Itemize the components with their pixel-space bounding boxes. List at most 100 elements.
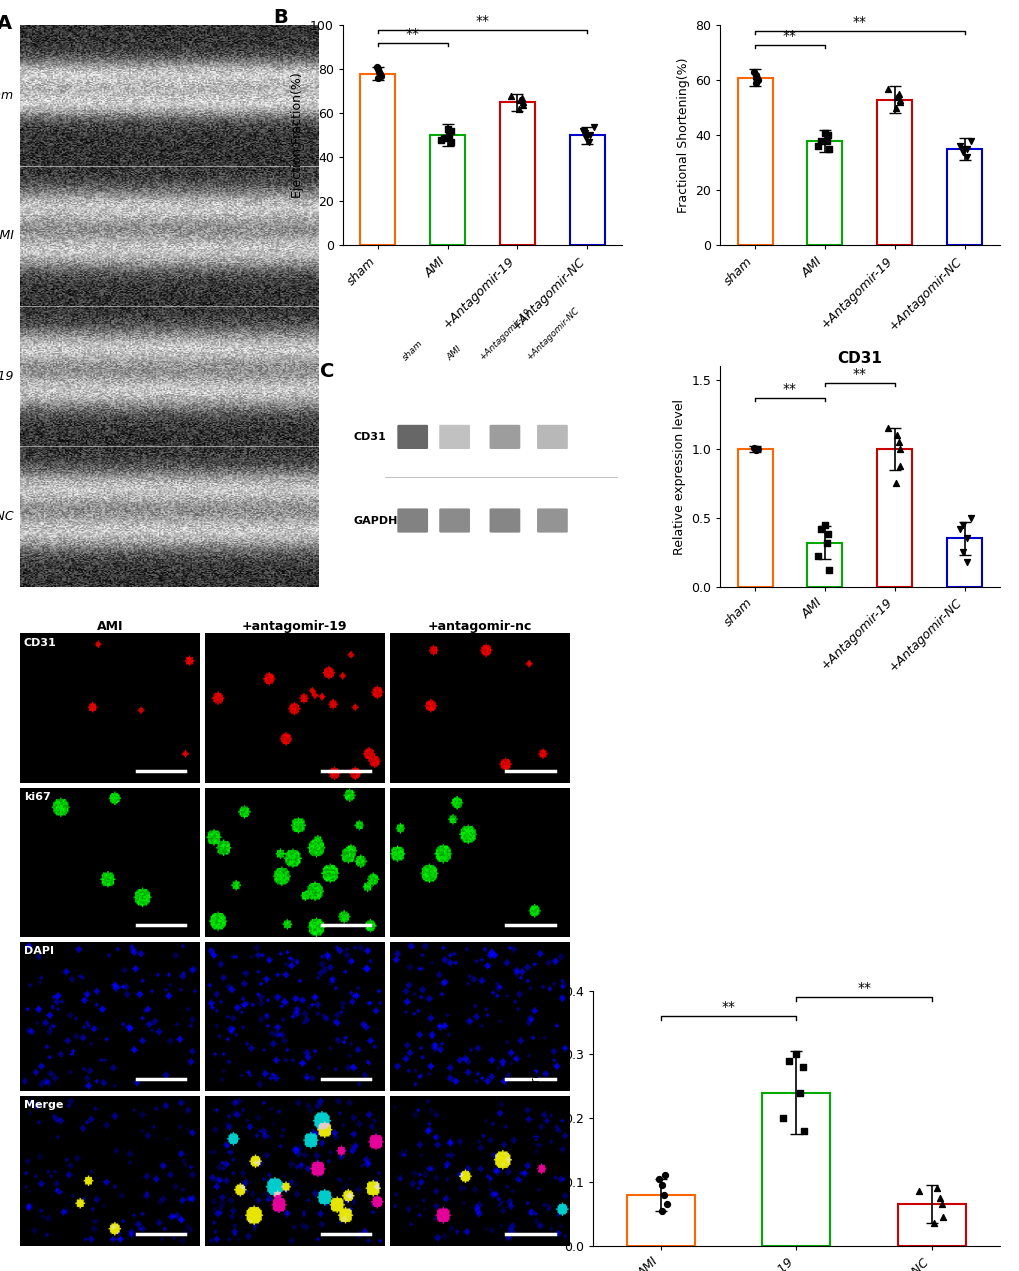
- Point: [658, 1193, 675, 1214]
- Point: [954, 139, 970, 159]
- Text: Merge: Merge: [24, 1101, 63, 1111]
- Point: [443, 132, 460, 153]
- Point: [910, 1181, 926, 1201]
- Text: B: B: [273, 8, 287, 27]
- Bar: [876, 449, 911, 586]
- Point: [892, 455, 908, 475]
- Point: [819, 559, 836, 580]
- Point: [879, 418, 896, 438]
- Point: [958, 139, 974, 159]
- Bar: [897, 1204, 965, 1246]
- Point: [442, 121, 459, 141]
- Point: [512, 90, 528, 111]
- Text: A: A: [0, 14, 11, 33]
- Point: [749, 438, 765, 459]
- Point: [774, 1108, 791, 1129]
- Bar: [360, 74, 394, 245]
- FancyBboxPatch shape: [439, 425, 470, 449]
- Point: [812, 519, 828, 539]
- Bar: [499, 103, 534, 245]
- Point: [581, 132, 597, 153]
- Point: [748, 438, 764, 459]
- Bar: [762, 1093, 829, 1246]
- Point: [749, 70, 765, 90]
- Point: [748, 67, 764, 88]
- Point: [962, 131, 978, 151]
- Point: [747, 438, 763, 459]
- Bar: [430, 136, 465, 245]
- Point: [809, 136, 825, 156]
- Point: [656, 1166, 673, 1186]
- Point: [928, 1178, 945, 1199]
- Text: CD31: CD31: [354, 432, 386, 442]
- Point: [747, 72, 763, 93]
- Point: [818, 533, 835, 553]
- Point: [892, 93, 908, 113]
- Y-axis label: ki67 positive area
(%): ki67 positive area (%): [530, 1063, 558, 1174]
- Point: [574, 121, 590, 141]
- Bar: [947, 539, 981, 586]
- Bar: [627, 1195, 694, 1246]
- Text: C: C: [320, 362, 334, 381]
- Point: [887, 98, 903, 118]
- Text: +Antagomir-NC: +Antagomir-NC: [524, 306, 580, 362]
- Y-axis label: Ejection Fraction(%): Ejection Fraction(%): [291, 72, 304, 198]
- Point: [795, 1121, 811, 1141]
- Point: [432, 130, 448, 150]
- Title: CD31: CD31: [837, 352, 881, 366]
- Text: **: **: [783, 29, 796, 43]
- Text: **: **: [783, 383, 796, 397]
- Point: [889, 425, 905, 445]
- Point: [819, 524, 836, 544]
- Point: [371, 64, 387, 84]
- Point: [372, 66, 388, 86]
- Text: **: **: [720, 1000, 735, 1014]
- Point: [577, 127, 593, 147]
- FancyBboxPatch shape: [439, 508, 470, 533]
- Point: [954, 142, 970, 163]
- Text: **: **: [852, 367, 866, 381]
- Point: [809, 547, 825, 567]
- Point: [511, 99, 527, 119]
- Point: [439, 118, 455, 139]
- Text: DAPI: DAPI: [24, 946, 54, 956]
- Point: [816, 515, 833, 535]
- Point: [370, 69, 386, 89]
- Point: [745, 62, 761, 83]
- Point: [747, 65, 763, 85]
- Point: [515, 93, 531, 113]
- Point: [745, 437, 761, 458]
- Point: [585, 117, 601, 137]
- Text: D: D: [31, 661, 47, 680]
- Text: AMI: AMI: [0, 229, 14, 243]
- Point: [794, 1057, 810, 1078]
- Point: [951, 136, 967, 156]
- Point: [370, 60, 386, 80]
- Point: [891, 84, 907, 104]
- Point: [748, 67, 764, 88]
- Point: [818, 131, 835, 151]
- Text: **: **: [475, 14, 489, 28]
- Point: [962, 507, 978, 527]
- Bar: [737, 78, 771, 245]
- Bar: [807, 543, 842, 586]
- Point: [435, 127, 451, 147]
- Point: [788, 1043, 804, 1064]
- Bar: [876, 99, 911, 245]
- Point: [889, 86, 905, 107]
- Point: [892, 438, 908, 459]
- Text: +Antagomir-19: +Antagomir-19: [0, 370, 14, 383]
- Point: [951, 519, 967, 539]
- Point: [747, 440, 763, 460]
- Point: [931, 1187, 948, 1207]
- Text: sham: sham: [0, 89, 14, 102]
- Bar: [947, 149, 981, 245]
- Point: [515, 94, 531, 114]
- Point: [653, 1200, 669, 1220]
- Point: [816, 122, 833, 142]
- Text: **: **: [852, 15, 866, 29]
- FancyBboxPatch shape: [537, 508, 568, 533]
- Point: [958, 552, 974, 572]
- Text: CD31: CD31: [24, 638, 57, 648]
- Title: +antagomir-19: +antagomir-19: [242, 620, 347, 633]
